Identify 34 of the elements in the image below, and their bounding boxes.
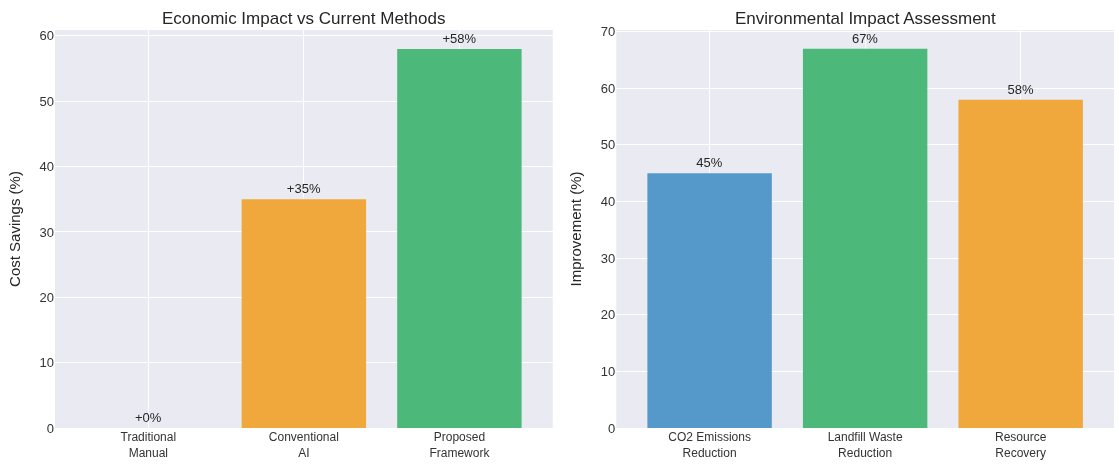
y-axis-title: Cost Savings (%) xyxy=(5,171,23,287)
y-tick-label: 60 xyxy=(39,28,54,44)
x-tick-label: Proposed Framework xyxy=(429,430,491,460)
y-tick-label: 70 xyxy=(600,24,616,40)
y-tick-label: 20 xyxy=(39,289,54,305)
x-tick-label: Traditional Manual xyxy=(120,430,177,460)
y-tick-label: 50 xyxy=(39,93,54,109)
x-tick-label: CO2 Emissions Reduction xyxy=(668,430,751,460)
data-label: 58% xyxy=(1007,81,1034,97)
bar xyxy=(958,99,1083,428)
y-tick-label: 0 xyxy=(46,420,54,436)
y-tick-label: 50 xyxy=(600,137,616,153)
chart-title: Economic Impact vs Current Methods xyxy=(162,9,446,28)
data-label: 45% xyxy=(696,155,723,171)
data-label: 67% xyxy=(851,30,879,46)
y-tick-label: 30 xyxy=(39,224,54,240)
bar xyxy=(647,173,772,428)
y-tick-label: 10 xyxy=(39,355,54,371)
x-tick-label: Landfill Waste Reduction xyxy=(827,430,903,460)
x-tick-label: Resource Recovery xyxy=(995,430,1047,460)
y-tick-label: 10 xyxy=(600,363,616,379)
y-tick-label: 0 xyxy=(608,420,616,436)
bar xyxy=(802,48,928,428)
x-tick-label: Conventional AI xyxy=(268,430,339,460)
data-label: +35% xyxy=(286,181,321,197)
data-label: +58% xyxy=(442,30,477,46)
chart-title: Environmental Impact Assessment xyxy=(735,9,997,28)
y-tick-label: 20 xyxy=(600,307,616,323)
y-tick-label: 60 xyxy=(600,80,616,96)
y-tick-label: 40 xyxy=(600,194,616,210)
y-tick-label: 30 xyxy=(600,250,616,266)
y-axis-title: Improvement (%) xyxy=(567,171,585,287)
y-tick-label: 40 xyxy=(39,159,54,175)
data-label: +0% xyxy=(134,410,162,425)
